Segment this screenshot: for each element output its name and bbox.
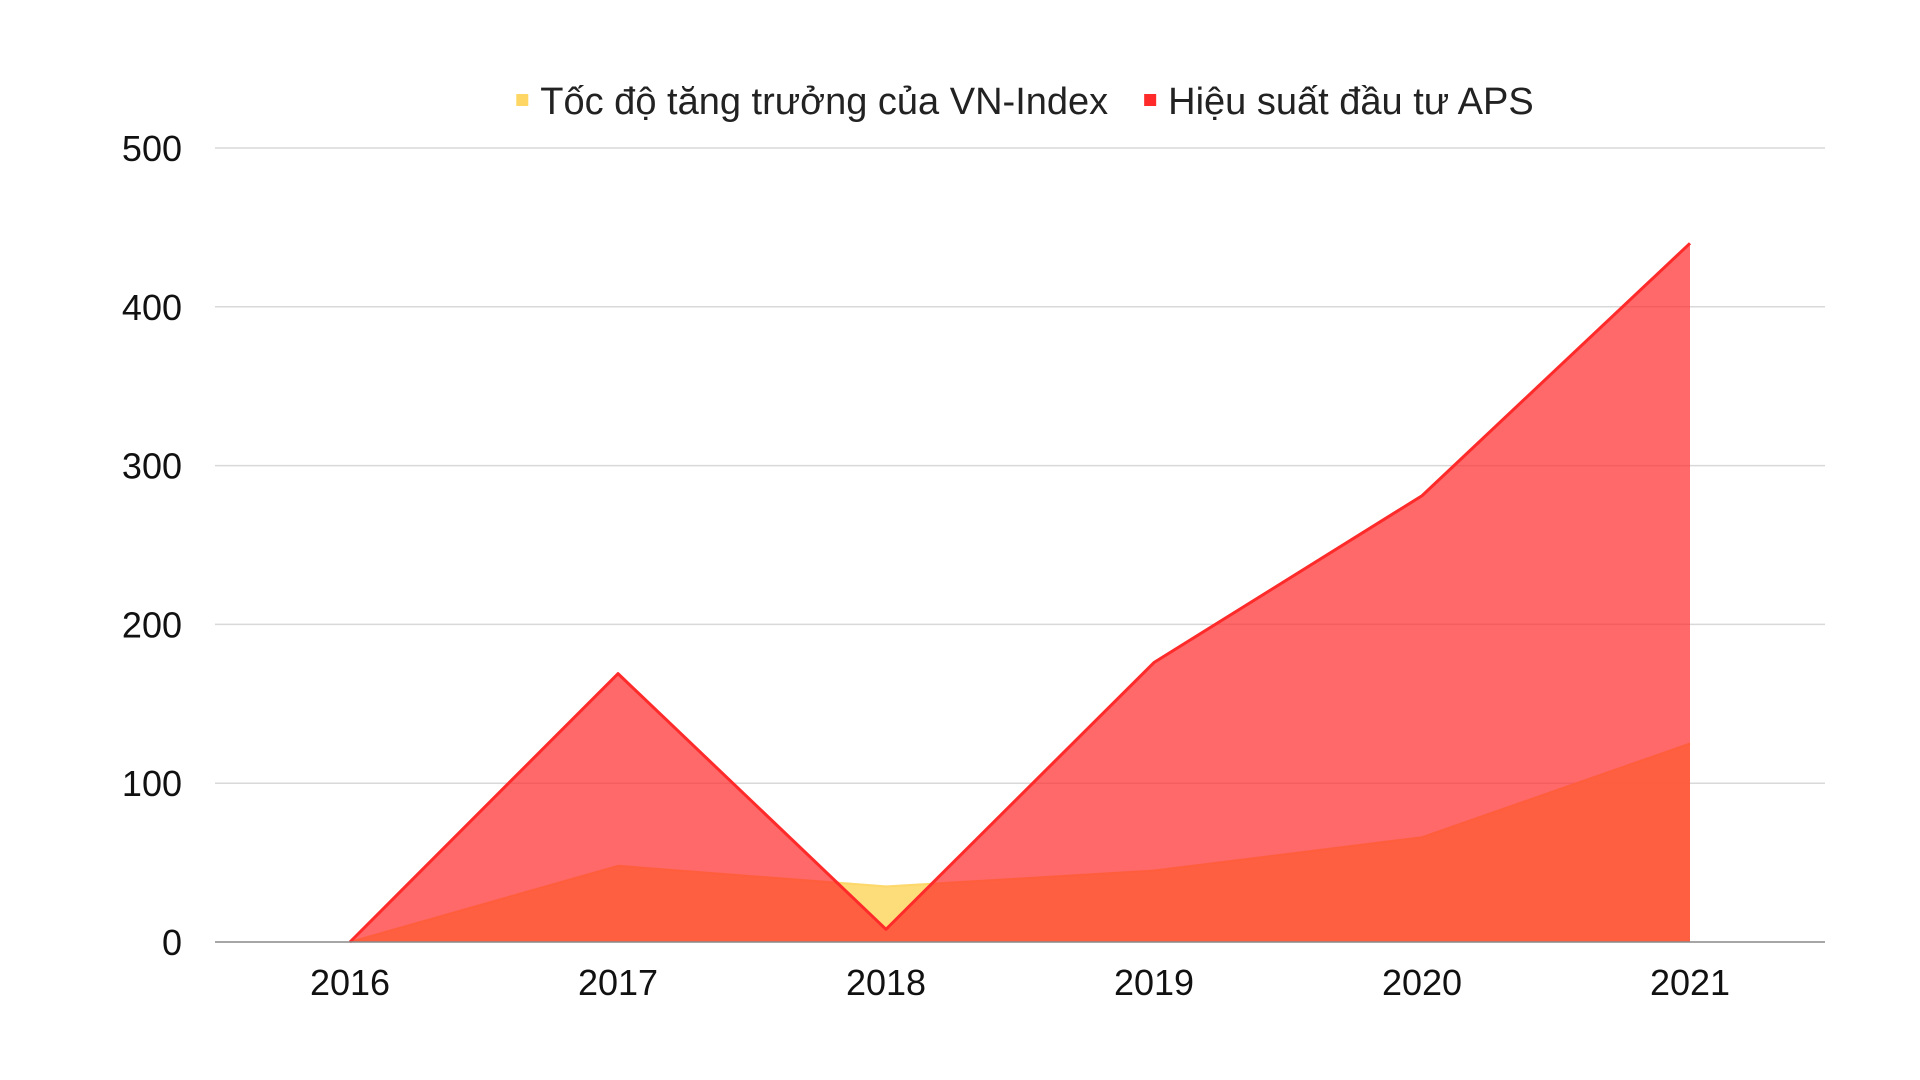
- legend-label-aps: Hiệu suất đầu tư APS: [1168, 81, 1534, 123]
- series-areas: [348, 242, 1692, 944]
- y-tick-label: 200: [122, 604, 182, 645]
- y-tick-label: 300: [122, 446, 182, 487]
- legend-label-vnindex: Tốc độ tăng trưởng của VN-Index: [540, 81, 1108, 123]
- x-tick-label: 2016: [310, 962, 390, 1003]
- y-tick-label: 0: [162, 922, 182, 963]
- legend-swatch-aps: [1144, 94, 1157, 106]
- series-area-1: [350, 243, 1690, 942]
- x-tick-label: 2020: [1382, 962, 1462, 1003]
- legend-swatch-vnindex: [516, 94, 529, 106]
- x-tick-label: 2018: [846, 962, 926, 1003]
- y-tick-label: 400: [122, 287, 182, 328]
- x-tick-label: 2017: [578, 962, 658, 1003]
- x-tick-label: 2021: [1650, 962, 1730, 1003]
- y-axis-tick-labels: 0 100 200 300 400 500: [122, 128, 182, 963]
- series-line-1: [348, 242, 1692, 944]
- x-axis-tick-labels: 2016 2017 2018 2019 2020 2021: [310, 962, 1730, 1003]
- chart-legend: Tốc độ tăng trưởng của VN-Index Hiệu suấ…: [516, 81, 1534, 123]
- y-tick-label: 100: [122, 763, 182, 804]
- x-tick-label: 2019: [1114, 962, 1194, 1003]
- y-tick-label: 500: [122, 128, 182, 169]
